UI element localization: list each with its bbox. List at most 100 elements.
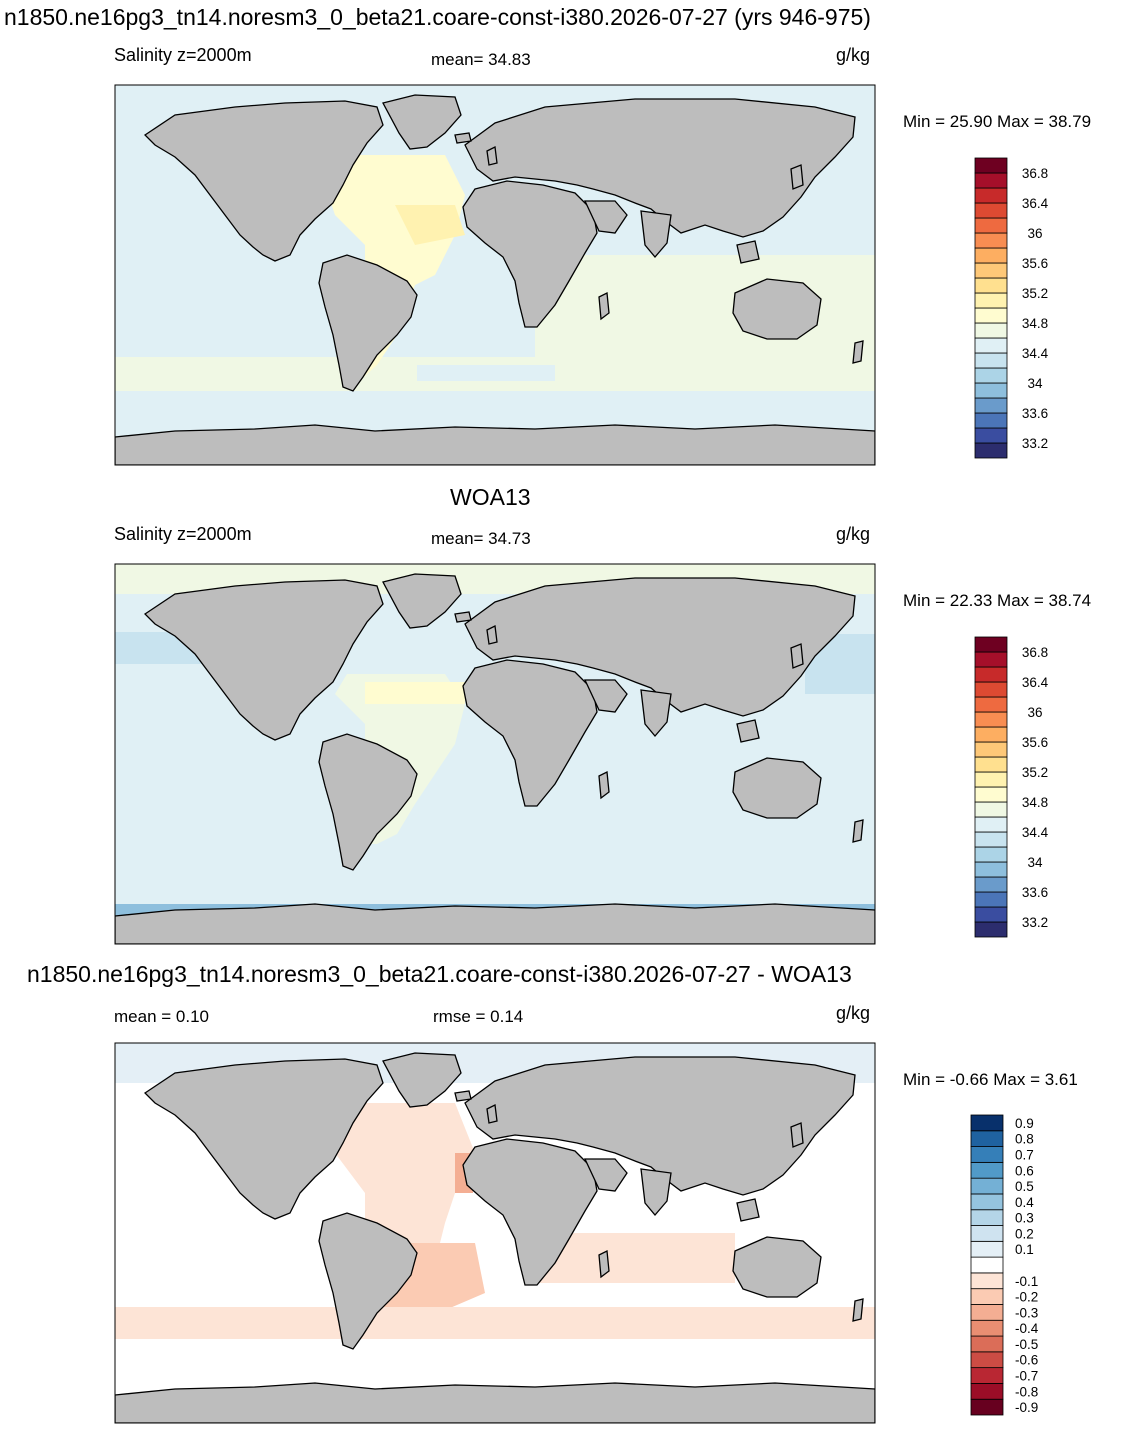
panel3-colorbar-tick-label: 0.5	[1015, 1179, 1034, 1194]
panel2-colorbar-swatch	[974, 816, 1008, 833]
panel3-colorbar-tick-label: -0.1	[1015, 1274, 1038, 1289]
panel3-land	[454, 1090, 472, 1102]
panel1-land	[598, 291, 610, 321]
panel1-colorbar-swatch	[974, 382, 1008, 399]
panel3-land	[382, 1052, 462, 1108]
panel1-colorbar-tick-label: 33.2	[1022, 436, 1048, 451]
panel1-colorbar-swatch	[974, 367, 1008, 384]
panel1-mean-label: mean= 34.83	[431, 50, 531, 69]
panel3-colorbar-tick-label: -0.6	[1015, 1353, 1038, 1368]
panel3-land	[736, 1198, 760, 1222]
panel1-colorbar-tick-label: 34.4	[1022, 346, 1049, 361]
panel2-colorbar-tick-label: 36.8	[1022, 645, 1048, 660]
panel2-colorbar-swatch	[974, 741, 1008, 758]
panel1-land	[115, 424, 875, 465]
panel1-map	[115, 85, 875, 465]
panel2-colorbar-tick-label: 33.2	[1022, 915, 1048, 930]
panel3-colorbar-swatch	[970, 1398, 1004, 1416]
panel3-colorbar-swatch	[970, 1288, 1004, 1305]
panel2-colorbar-tick-label: 35.6	[1022, 735, 1048, 750]
panel2-land	[382, 573, 462, 629]
panel3-colorbar-swatch	[970, 1240, 1004, 1258]
panel1-colorbar-swatch	[974, 442, 1008, 459]
panel2-map-frame	[114, 563, 876, 945]
panel3-colorbar-tick-label: 0.6	[1015, 1163, 1034, 1178]
panel1-land	[143, 100, 384, 262]
panel3-land	[732, 1236, 822, 1298]
panel2-colorbar-tick-label: 33.6	[1022, 885, 1048, 900]
panel2-colorbar-tick-label: 34.4	[1022, 825, 1049, 840]
panel2-colorbar-tick-label: 34.8	[1022, 795, 1048, 810]
panel2-colorbar-swatch	[974, 906, 1008, 923]
panel2-land	[736, 719, 760, 743]
panel1-colorbar-tick-label: 36.8	[1022, 166, 1048, 181]
panel1-map-frame	[114, 84, 876, 466]
panel2-land	[732, 757, 822, 819]
panel1-land	[732, 278, 822, 340]
panel1-land	[462, 180, 598, 328]
panel3-land	[640, 1168, 672, 1217]
panel3-colorbar-swatch	[970, 1130, 1004, 1147]
panel3-land	[598, 1249, 610, 1279]
panel3-field-region	[535, 1233, 735, 1283]
panel2-colorbar-swatch	[974, 711, 1008, 728]
panel1-colorbar-swatch	[974, 247, 1008, 264]
panel1-field-region	[395, 205, 465, 245]
panel3-land	[115, 1382, 875, 1423]
panel2-colorbar-swatch	[974, 861, 1008, 878]
panel3-colorbar-swatch	[970, 1304, 1004, 1321]
panel2-colorbar-tick-label: 35.2	[1022, 765, 1048, 780]
panel3-colorbar-tick-label: -0.9	[1015, 1400, 1038, 1415]
panel2-land	[115, 903, 875, 944]
panel3-rmse-label: rmse = 0.14	[433, 1007, 524, 1026]
panel1-land	[583, 200, 628, 234]
panel2-colorbar-swatch	[974, 801, 1008, 818]
panel2-variable-label: Salinity z=2000m	[114, 524, 252, 544]
panel2-colorbar-swatch	[974, 696, 1008, 713]
panel1-colorbar-swatch	[974, 292, 1008, 309]
panel2-colorbar-tick-label: 34	[1027, 855, 1043, 870]
panel2-units-label: g/kg	[836, 524, 871, 544]
panel2-colorbar: 36.8 36.4 36 35.6 35.2 34.8 34.4 34 33.6 33.2	[974, 636, 1049, 938]
panel1-land	[382, 94, 462, 150]
panel3-colorbar-swatch	[970, 1256, 1004, 1274]
panel2-land	[640, 689, 672, 738]
panel2-colorbar-swatch	[974, 786, 1008, 803]
panel1-colorbar-swatch	[974, 412, 1008, 429]
panel1-land	[852, 340, 864, 364]
panel1-colorbar-tick-label: 33.6	[1022, 406, 1048, 421]
panel3-colorbar-tick-label: -0.5	[1015, 1337, 1038, 1352]
panel1-colorbar-swatch	[974, 307, 1008, 324]
panel1-minmax-label: Min = 25.90 Max = 38.79	[903, 112, 1092, 131]
panel3-colorbar-swatch	[970, 1146, 1004, 1163]
panel1-land	[464, 98, 856, 238]
panel3-colorbar-tick-label: 0.8	[1015, 1132, 1034, 1147]
panel3-colorbar-swatch	[970, 1367, 1004, 1384]
panel3-title: n1850.ne16pg3_tn14.noresm3_0_beta21.coar…	[27, 961, 852, 987]
panel2-land	[464, 577, 856, 717]
panel1-colorbar-tick-label: 35.2	[1022, 286, 1048, 301]
panel2-land	[486, 625, 498, 645]
panel1-colorbar-tick-label: 36	[1027, 226, 1042, 241]
panel3-colorbar-swatch	[970, 1209, 1004, 1226]
panel1-units-label: g/kg	[836, 45, 871, 65]
panel1-colorbar-swatch	[974, 427, 1008, 444]
panel3-mean-label: mean = 0.10	[114, 1007, 209, 1026]
panel3-land	[464, 1056, 856, 1196]
panel1-land	[454, 132, 472, 144]
panel2-map	[115, 564, 875, 944]
panel3-field-region	[115, 1307, 875, 1339]
panel3-colorbar-swatch	[970, 1351, 1004, 1369]
panel2-field-region	[365, 682, 465, 704]
panel3-land	[462, 1138, 598, 1286]
panel3-colorbar-swatch	[970, 1114, 1004, 1132]
panel3-map	[115, 1043, 875, 1423]
panel2-colorbar-swatch	[974, 921, 1008, 938]
panel2-colorbar-tick-label: 36	[1027, 705, 1042, 720]
panel1-colorbar: 36.8 36.4 36 35.6 35.2 34.8 34.4 34 33.6 33.2	[974, 157, 1049, 459]
panel2-colorbar-swatch	[974, 831, 1008, 848]
panel2-land	[143, 579, 384, 741]
panel2-colorbar-swatch	[974, 726, 1008, 743]
panel3-colorbar-tick-label: 0.1	[1015, 1242, 1034, 1257]
